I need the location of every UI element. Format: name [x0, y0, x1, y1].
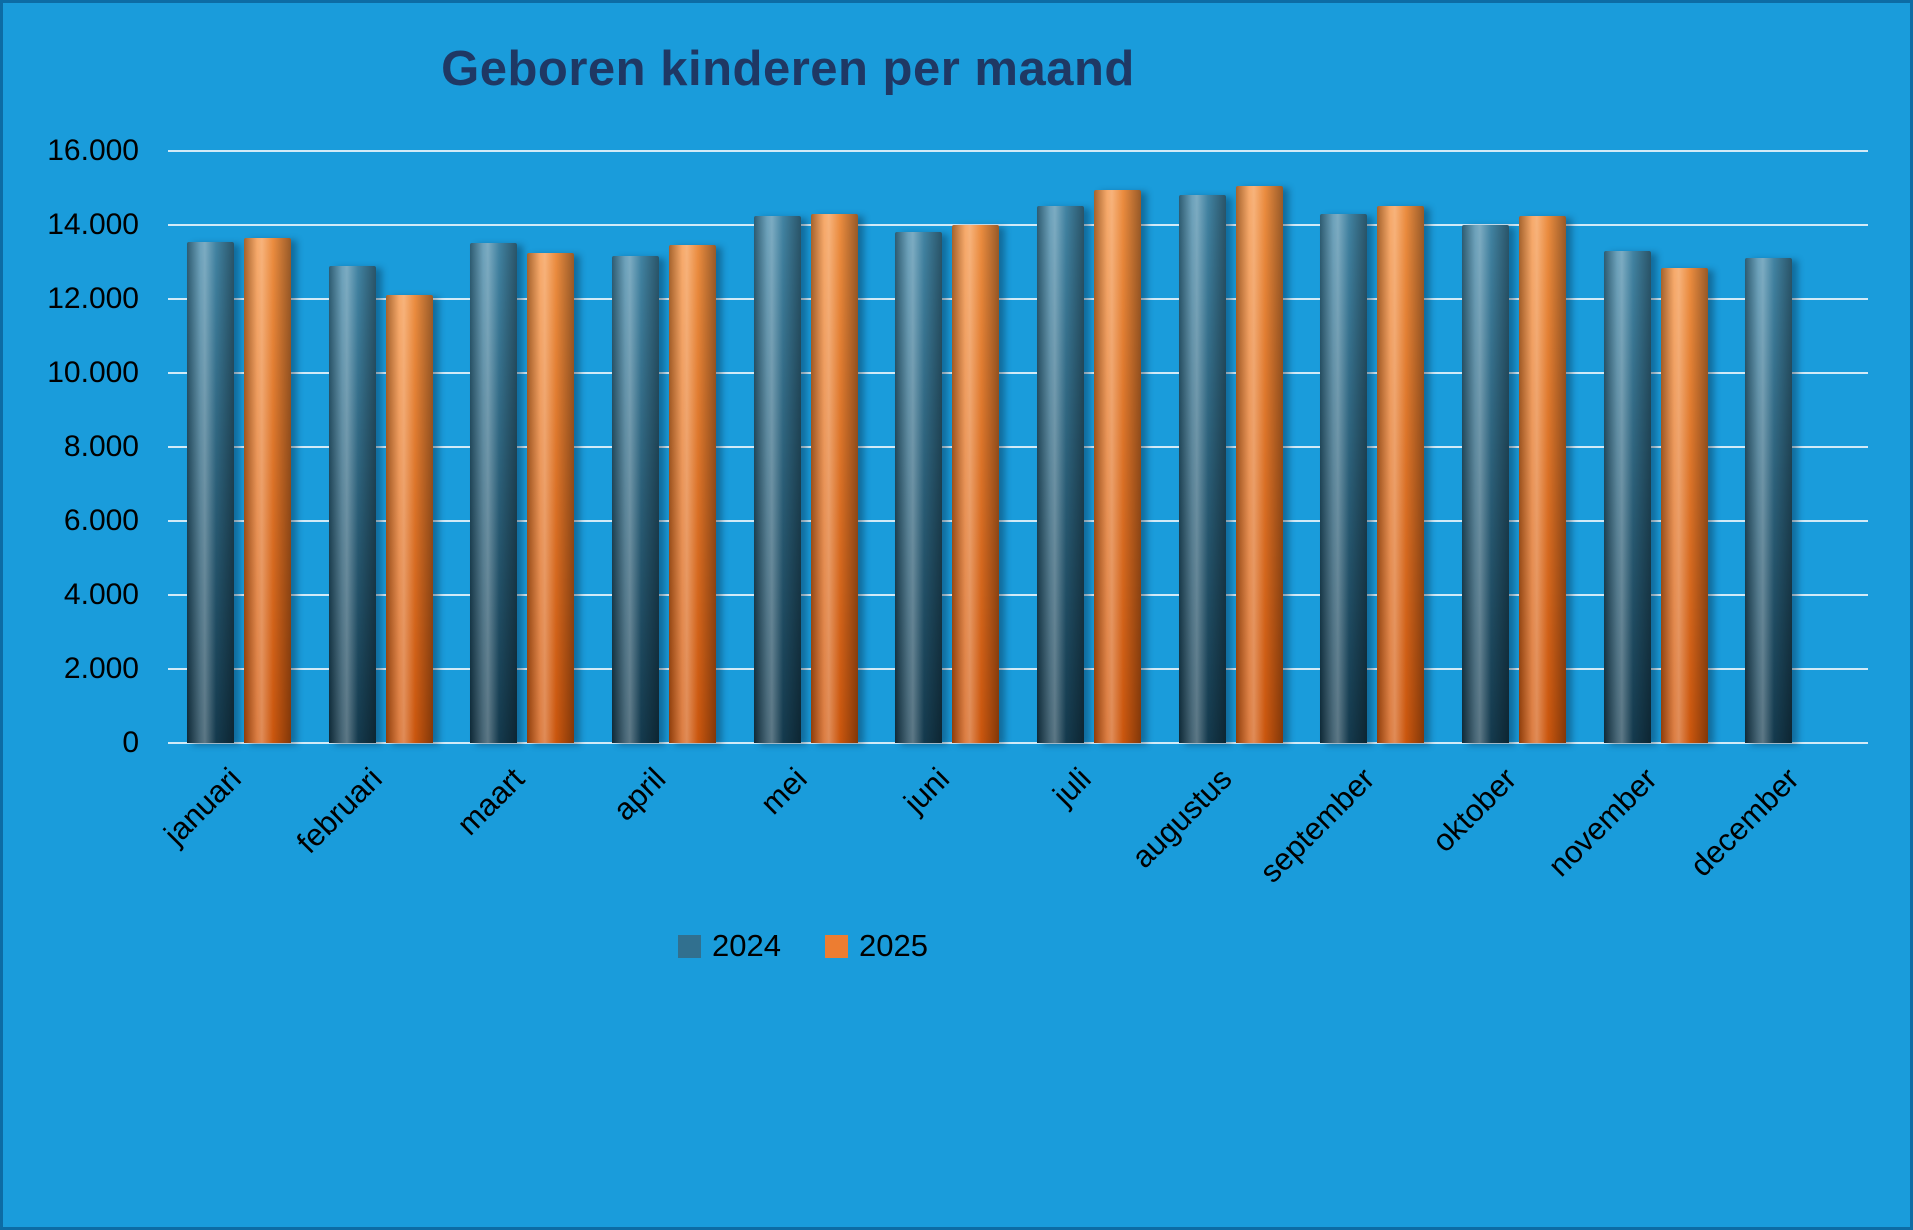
y-tick-label: 0	[122, 726, 139, 759]
legend-label-2024: 2024	[712, 928, 781, 963]
gridline	[168, 520, 1868, 522]
y-tick-label: 12.000	[47, 282, 139, 315]
x-label-december: december	[1683, 761, 1806, 884]
bar-2025-februari	[386, 295, 433, 743]
y-tick-label: 2.000	[63, 652, 139, 685]
gridline	[168, 372, 1868, 374]
gridline	[168, 224, 1868, 226]
x-label-juli: juli	[1046, 761, 1098, 813]
legend-swatch-2025	[825, 934, 848, 958]
legend-swatch-2024	[678, 934, 702, 958]
y-tick-label: 10.000	[47, 356, 139, 389]
x-label-januari: januari	[157, 761, 248, 852]
bar-2024-maart	[470, 243, 517, 743]
bar-2024-juni	[895, 232, 942, 743]
x-label-september: september	[1252, 761, 1381, 890]
x-label-oktober: oktober	[1424, 761, 1523, 859]
gridline	[168, 742, 1868, 744]
bar-2025-juni	[952, 225, 999, 743]
chart-title: Geboren kinderen per maand	[441, 42, 1135, 96]
y-tick-label: 6.000	[63, 504, 139, 537]
y-tick-label: 14.000	[47, 208, 139, 241]
x-label-februari: februari	[289, 761, 389, 861]
gridline	[168, 446, 1868, 448]
x-label-april: april	[606, 761, 673, 828]
y-tick-label: 16.000	[47, 134, 139, 167]
bar-2024-juli	[1037, 206, 1084, 743]
bar-2024-mei	[754, 216, 801, 743]
gridline	[168, 594, 1868, 596]
bar-2024-april	[612, 256, 659, 743]
x-label-augustus: augustus	[1125, 761, 1239, 875]
plot-area	[168, 150, 1868, 744]
bar-2025-januari	[244, 238, 291, 743]
y-axis: 0 2.000 4.000 6.000 8.000 10.000 12.000 14.000 1…	[3, 134, 153, 759]
bar-2024-december	[1745, 258, 1792, 743]
x-label-mei: mei	[753, 761, 814, 822]
bar-2025-november	[1661, 268, 1708, 743]
bar-2025-augustus	[1236, 186, 1283, 743]
x-label-maart: maart	[449, 761, 531, 842]
bar-2025-maart	[527, 253, 574, 743]
bar-2024-november	[1604, 251, 1651, 743]
gridline	[168, 668, 1868, 670]
gridline	[168, 150, 1868, 152]
bar-2024-januari	[187, 242, 234, 743]
legend-item-2024: 2024	[678, 928, 781, 964]
x-axis: januari februari maart april mei juni juli augu…	[157, 745, 1868, 955]
y-tick-label: 4.000	[63, 578, 139, 611]
bar-2025-september	[1377, 206, 1424, 743]
bar-2024-februari	[329, 266, 376, 743]
x-label-november: november	[1541, 761, 1664, 884]
bar-2025-april	[669, 245, 716, 743]
gridline	[168, 298, 1868, 300]
legend-label-2025: 2025	[859, 928, 928, 963]
legend: 2024 2025	[3, 928, 1603, 964]
bar-2024-oktober	[1462, 225, 1509, 743]
bar-2025-juli	[1094, 190, 1141, 743]
legend-item-2025: 2025	[825, 928, 928, 964]
bar-2025-oktober	[1519, 216, 1566, 743]
bar-2024-september	[1320, 214, 1367, 743]
y-tick-label: 8.000	[63, 430, 139, 463]
bar-2025-mei	[811, 214, 858, 743]
x-label-juni: juni	[896, 761, 956, 820]
bar-2024-augustus	[1179, 195, 1226, 743]
